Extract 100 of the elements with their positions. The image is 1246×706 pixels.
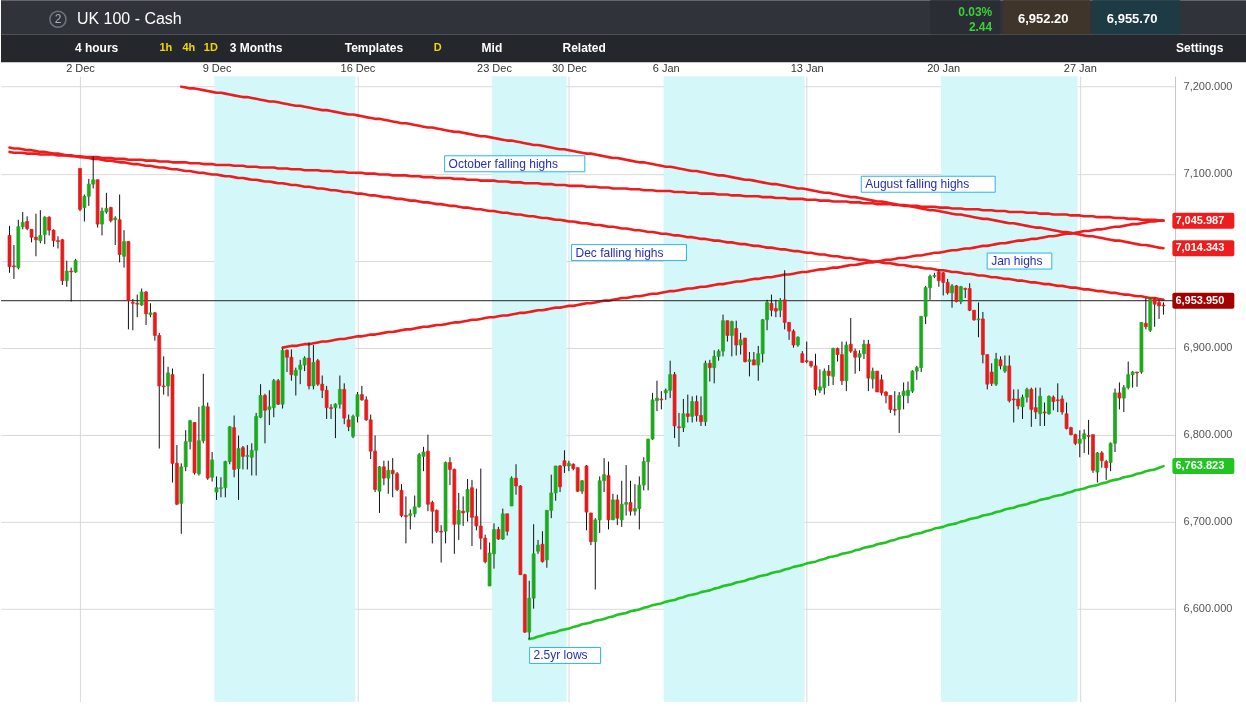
candlestick xyxy=(210,451,214,483)
annotation: October falling highs xyxy=(448,156,558,171)
candlestick xyxy=(113,215,118,246)
y-tick-label: 6,700.000 xyxy=(1183,515,1233,528)
candlestick xyxy=(311,344,316,390)
candlestick xyxy=(42,215,47,245)
candlestick xyxy=(769,294,774,317)
candlestick xyxy=(1135,371,1139,388)
candlestick xyxy=(813,353,818,396)
candlestick xyxy=(69,267,74,303)
candlestick xyxy=(725,320,730,343)
candlestick xyxy=(892,390,897,416)
candlestick xyxy=(712,349,717,384)
candlestick xyxy=(747,351,752,377)
candlestick xyxy=(135,294,140,318)
y-tick-label: 7,200.000 xyxy=(1183,80,1233,93)
candlestick xyxy=(567,460,571,472)
candlestick xyxy=(337,374,342,410)
candlestick xyxy=(386,460,391,495)
candlestick xyxy=(1055,382,1060,413)
candlestick xyxy=(263,393,267,444)
candlestick xyxy=(1082,428,1087,454)
candlestick xyxy=(298,359,303,385)
y-tick-label: 7,100.000 xyxy=(1183,167,1233,180)
candlestick xyxy=(1029,387,1034,428)
candlestick xyxy=(382,460,386,486)
candlestick xyxy=(685,394,690,423)
candlestick xyxy=(853,348,857,375)
annotation: Jan highs xyxy=(991,254,1043,269)
candlestick xyxy=(875,370,880,393)
candlestick xyxy=(1104,459,1109,481)
candlestick xyxy=(276,378,281,406)
data-label: 6,763.823 xyxy=(1175,459,1225,472)
candlestick xyxy=(743,337,747,363)
candlestick xyxy=(245,444,250,470)
candlestick xyxy=(611,493,615,521)
candlestick xyxy=(778,297,783,318)
candlestick xyxy=(1033,387,1038,420)
candlestick xyxy=(293,367,298,396)
text: 4h xyxy=(182,41,196,54)
candlestick xyxy=(804,341,809,364)
text: Settings xyxy=(1176,41,1224,56)
text: 6,955.70 xyxy=(1106,11,1158,27)
candlestick xyxy=(1016,388,1020,410)
candlestick xyxy=(615,494,620,526)
data-label: 7,014.343 xyxy=(1175,241,1225,254)
text: Related xyxy=(562,41,606,56)
candlestick xyxy=(241,445,245,470)
candlestick xyxy=(818,368,822,394)
x-tick-label: 16 Dec xyxy=(340,61,376,74)
text: 1h xyxy=(159,41,173,54)
text: Templates xyxy=(344,41,404,56)
candlestick xyxy=(390,457,395,498)
candlestick xyxy=(315,358,320,387)
candlestick xyxy=(897,391,902,434)
candlestick xyxy=(214,475,219,501)
candlestick xyxy=(633,483,637,517)
candlestick xyxy=(1047,394,1051,416)
candlestick xyxy=(456,492,461,541)
ref-line-label: 6,953.950 xyxy=(1175,293,1225,306)
candlestick xyxy=(1095,451,1100,483)
candlestick xyxy=(1042,401,1047,427)
candlestick xyxy=(1117,381,1122,410)
candlestick xyxy=(870,367,875,390)
chart-title: UK 100 - Cash xyxy=(76,10,182,28)
x-tick-label: 27 Jan xyxy=(1063,61,1097,74)
text: D xyxy=(433,41,442,54)
candlestick xyxy=(575,467,580,493)
text: 6,952.20 xyxy=(1017,11,1069,27)
candlestick xyxy=(782,269,787,330)
text: 4 hours xyxy=(74,41,119,56)
annotation: August falling highs xyxy=(865,177,970,192)
candlestick xyxy=(166,366,170,397)
x-tick-label: 23 Dec xyxy=(477,61,513,74)
text: Mid xyxy=(481,41,503,56)
x-tick-label: 20 Jan xyxy=(927,61,961,74)
candlestick xyxy=(505,513,510,537)
candlestick xyxy=(729,320,734,357)
candlestick xyxy=(690,395,695,423)
candlestick xyxy=(950,283,954,309)
candlestick xyxy=(879,374,884,396)
candlestick xyxy=(822,368,827,396)
candlestick xyxy=(1003,354,1007,374)
candlestick xyxy=(1077,429,1082,458)
text: 3 Months xyxy=(229,41,283,56)
text: 1D xyxy=(203,41,218,54)
candlestick xyxy=(236,435,241,501)
candlestick xyxy=(461,495,466,527)
y-tick-label: 6,900.000 xyxy=(1183,341,1233,354)
candlestick xyxy=(86,178,91,207)
line-series xyxy=(527,464,1165,641)
candlestick xyxy=(1038,387,1042,427)
candlestick xyxy=(752,351,756,366)
candlestick xyxy=(465,478,470,523)
candlestick xyxy=(738,332,743,356)
text: 0.03% xyxy=(958,5,993,20)
candlestick xyxy=(64,260,69,288)
x-tick-label: 30 Dec xyxy=(551,61,588,74)
x-tick-label: 9 Dec xyxy=(202,61,232,74)
candlestick xyxy=(122,229,126,269)
